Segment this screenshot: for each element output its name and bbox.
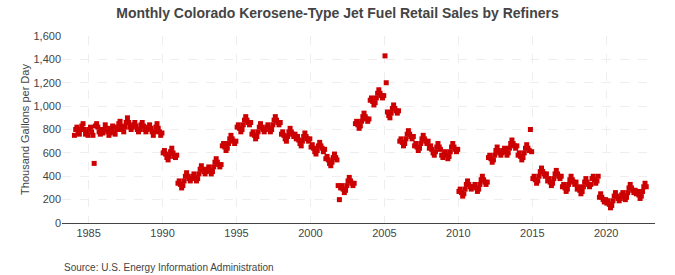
svg-text:2000: 2000	[298, 227, 322, 239]
svg-text:0: 0	[55, 217, 61, 229]
svg-text:800: 800	[43, 123, 61, 135]
svg-text:1,000: 1,000	[33, 100, 61, 112]
svg-text:1985: 1985	[76, 227, 100, 239]
svg-text:1,200: 1,200	[33, 77, 61, 89]
svg-text:400: 400	[43, 170, 61, 182]
svg-text:1995: 1995	[224, 227, 248, 239]
svg-text:Monthly Colorado Kerosene-Type: Monthly Colorado Kerosene-Type Jet Fuel …	[116, 5, 559, 21]
svg-text:2015: 2015	[520, 227, 544, 239]
svg-text:Source: U.S. Energy Informatio: Source: U.S. Energy Information Administ…	[64, 262, 274, 273]
svg-text:Thousand Gallons per Day: Thousand Gallons per Day	[19, 64, 31, 195]
svg-text:200: 200	[43, 193, 61, 205]
svg-text:2005: 2005	[372, 227, 396, 239]
svg-text:600: 600	[43, 147, 61, 159]
svg-text:2010: 2010	[446, 227, 470, 239]
svg-text:2020: 2020	[594, 227, 618, 239]
svg-text:1,400: 1,400	[33, 53, 61, 65]
svg-text:1990: 1990	[150, 227, 174, 239]
svg-text:1,600: 1,600	[33, 30, 61, 42]
